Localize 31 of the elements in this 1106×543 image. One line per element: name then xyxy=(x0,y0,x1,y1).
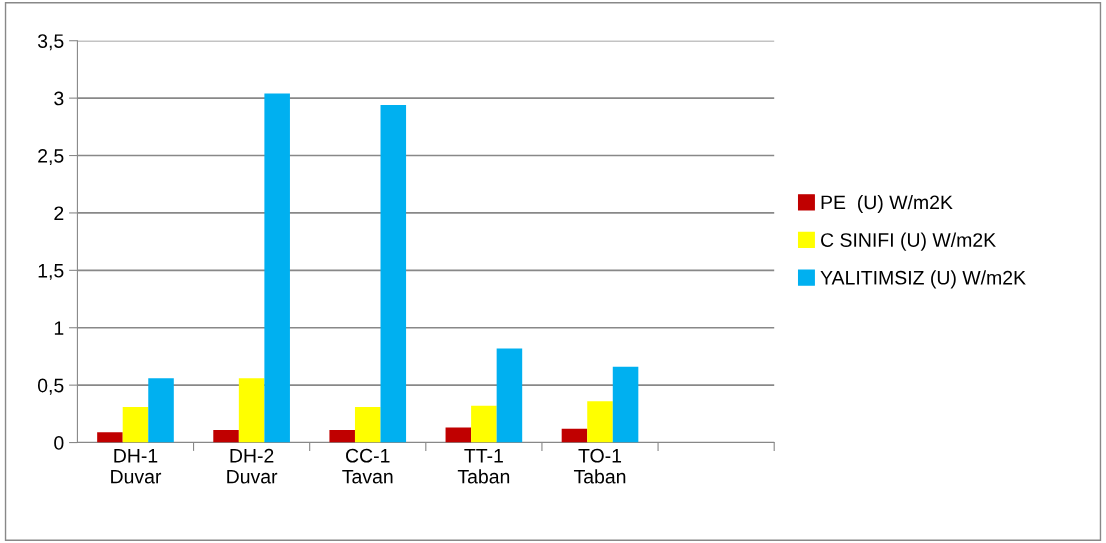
bar xyxy=(329,429,355,443)
bar xyxy=(587,401,613,443)
legend-label: PE (U) W/m2K xyxy=(821,194,953,214)
bar xyxy=(496,348,523,443)
legend-label: YALITIMSIZ (U) W/m2K xyxy=(820,270,1026,289)
x-tick-label: TO-1 Taban xyxy=(573,448,626,484)
x-tick-label: TT-1 Taban xyxy=(457,449,510,484)
bar xyxy=(264,93,290,443)
y-tick-label: 1 xyxy=(54,321,64,335)
y-tick-label: 1,5 xyxy=(38,264,64,280)
x-tick-label: CC-1 Tavan xyxy=(342,448,393,484)
bar xyxy=(445,427,472,443)
bar xyxy=(380,105,407,443)
y-tick-label: 2,5 xyxy=(38,149,64,166)
y-tick-label: 3,5 xyxy=(37,34,64,51)
bar xyxy=(97,432,123,443)
bar xyxy=(612,366,639,443)
bar xyxy=(148,378,174,443)
bar xyxy=(471,405,497,443)
bar xyxy=(238,378,265,443)
legend-label: C SINIFI (U) W/m2K xyxy=(821,232,996,251)
bar xyxy=(122,406,149,443)
x-tick-label: DH-1 Duvar xyxy=(111,449,162,484)
bar xyxy=(354,406,381,443)
x-tick-label: DH-2 Duvar xyxy=(227,448,278,484)
bar xyxy=(213,429,239,443)
y-tick-label: 0 xyxy=(54,436,64,450)
y-tick-label: 2 xyxy=(54,206,64,220)
y-tick-label: 3 xyxy=(54,91,64,106)
bar xyxy=(561,428,588,443)
y-tick-label: 0,5 xyxy=(37,378,64,395)
